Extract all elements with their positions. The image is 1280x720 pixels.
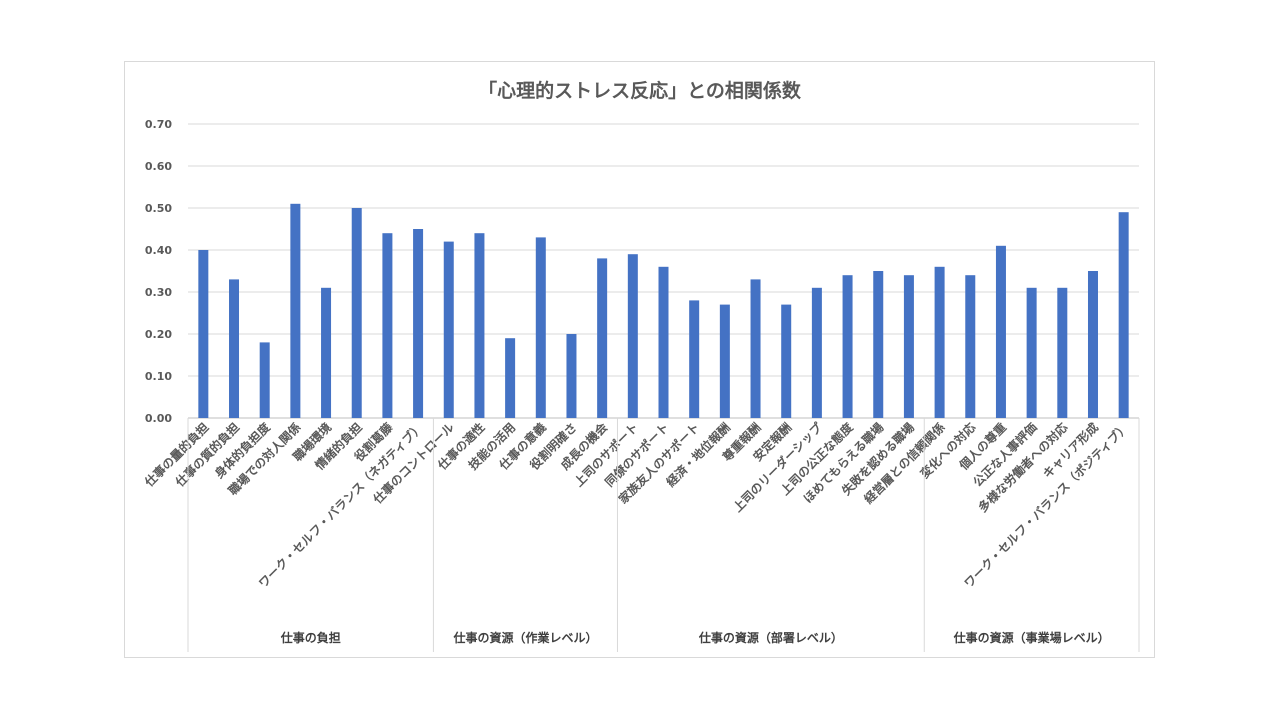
bar [198,250,209,418]
bar [566,334,577,418]
bar [811,287,822,418]
bar [1026,287,1037,418]
bar [321,287,332,418]
bar [413,229,424,418]
bar [1118,212,1129,418]
bar [934,266,945,418]
group-label: 仕事の資源（作業レベル） [452,630,597,645]
bar [535,237,546,418]
y-tick-label: 0.00 [145,412,172,425]
bar [505,338,516,418]
bar [873,271,884,418]
bar [1087,271,1098,418]
bar [351,208,362,418]
bar [627,254,638,418]
bar [842,275,853,418]
bar [259,342,270,418]
bar [290,203,301,418]
y-tick-label: 0.20 [145,328,172,341]
bar [781,304,792,418]
chart-title: 「心理的ストレス反応」との相関係数 [478,80,801,102]
y-tick-label: 0.50 [145,202,172,215]
bar [903,275,914,418]
bar [229,279,240,418]
bar [965,275,976,418]
bar [719,304,730,418]
bar [750,279,761,418]
bar [995,245,1006,418]
bar [382,233,393,418]
group-label: 仕事の資源（部署レベル） [698,630,843,645]
bar [1057,287,1068,418]
bar [474,233,485,418]
bar [689,300,700,418]
y-tick-label: 0.70 [145,118,172,131]
y-tick-label: 0.40 [145,244,172,257]
bar [658,266,669,418]
y-tick-label: 0.10 [145,370,172,383]
group-label: 仕事の負担 [280,630,341,645]
y-tick-label: 0.60 [145,160,172,173]
bar [443,241,454,418]
bar [597,258,608,418]
y-tick-label: 0.30 [145,286,172,299]
group-label: 仕事の資源（事業場レベル） [953,630,1110,645]
